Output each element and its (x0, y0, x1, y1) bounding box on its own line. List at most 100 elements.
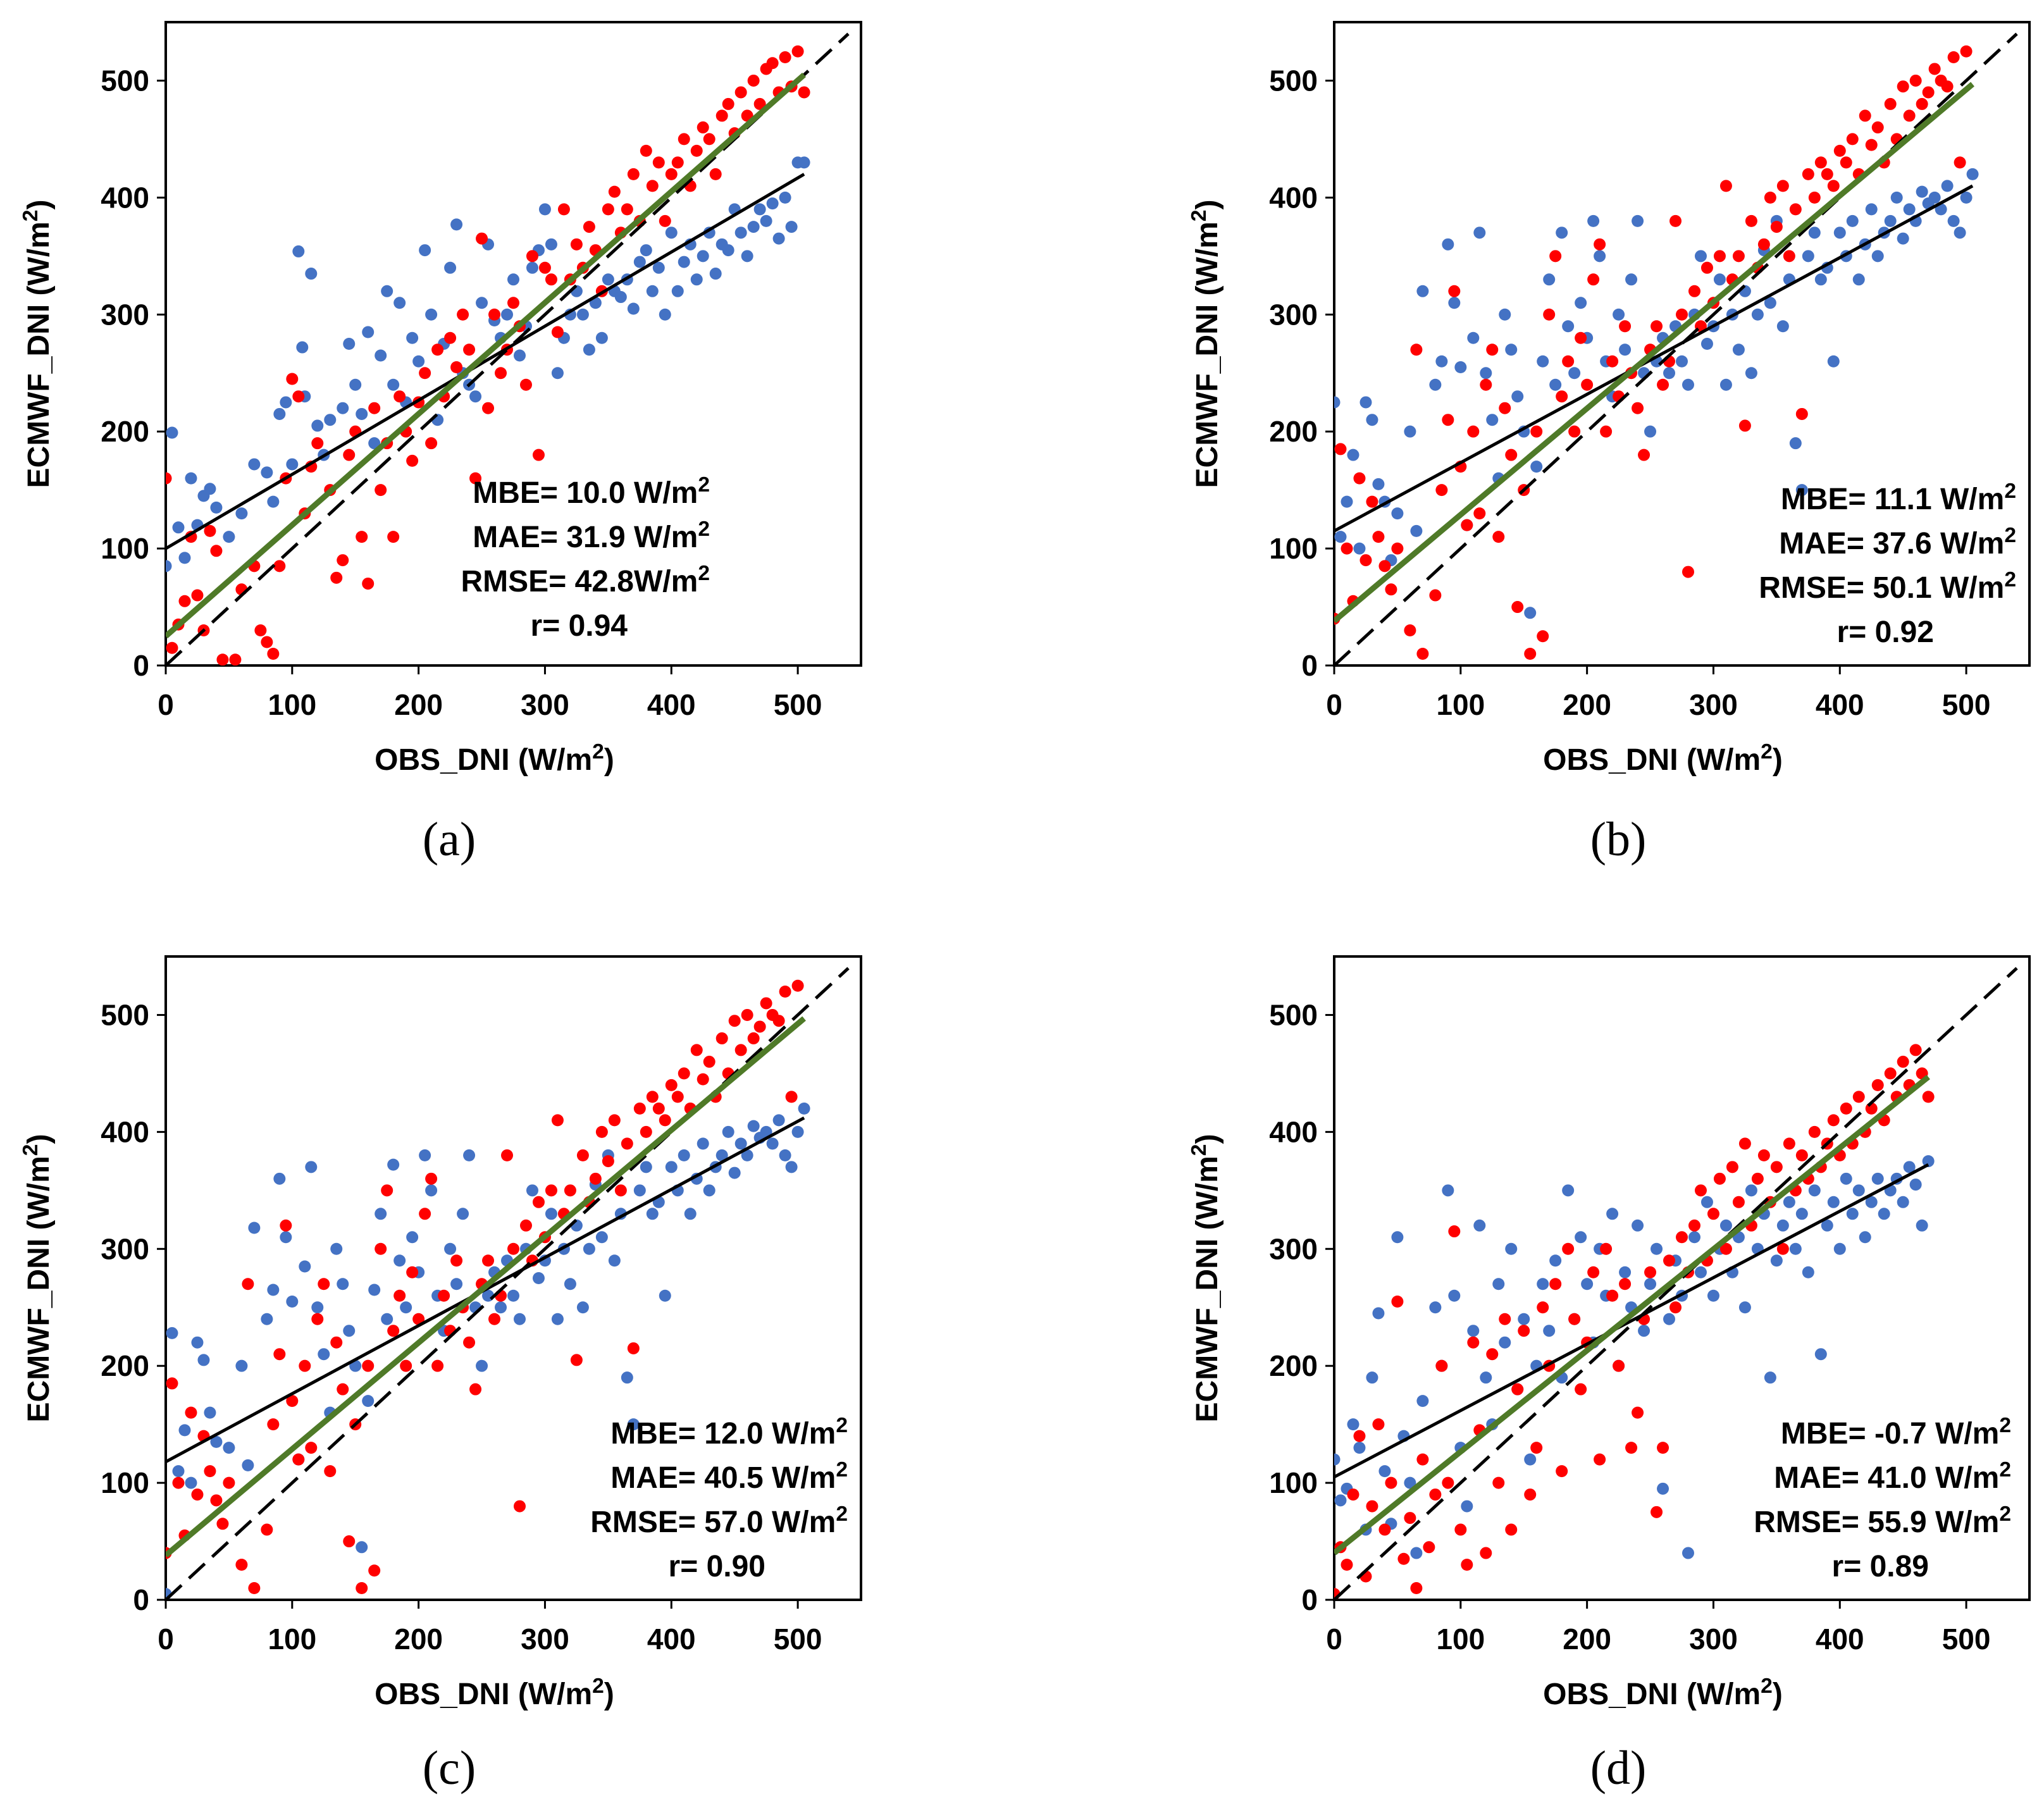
blue-point (1941, 180, 1954, 192)
red-point (1600, 425, 1613, 438)
red-point (747, 74, 760, 87)
plot-area (164, 955, 862, 1601)
red-point (1865, 139, 1878, 151)
blue-point (412, 355, 425, 368)
r-label: r= 0.90 (669, 1550, 765, 1583)
blue-point (1632, 1219, 1644, 1232)
red-point (608, 1114, 621, 1127)
red-point (627, 168, 640, 180)
red-point (166, 1377, 178, 1390)
blue-point (1360, 396, 1372, 409)
y-axis-title: ECMWF_DNI (W/m2) (1187, 200, 1224, 488)
blue-point (400, 1301, 412, 1314)
red-point (652, 1102, 665, 1115)
red-point (1808, 191, 1821, 204)
blue-point (166, 426, 178, 439)
blue-point (1719, 378, 1732, 391)
blue-point (166, 560, 172, 572)
red-point (760, 997, 772, 1010)
red-point (381, 1184, 393, 1197)
red-point (1859, 109, 1871, 122)
blue-point (1404, 425, 1416, 438)
blue-point (779, 1149, 791, 1161)
red-point (1884, 97, 1897, 110)
blue-point (1467, 331, 1480, 344)
red-point (1757, 238, 1770, 251)
y-axis-title: ECMWF_DNI (W/m2) (1187, 1134, 1224, 1423)
blue-point (393, 297, 406, 309)
blue-point (646, 1208, 659, 1220)
red-point (1821, 168, 1833, 180)
blue-point (1341, 495, 1353, 508)
red-point (1638, 449, 1651, 461)
red-point (1852, 1091, 1865, 1103)
red-point (1385, 1476, 1397, 1489)
blue-point (476, 1359, 488, 1372)
red-point (343, 449, 356, 461)
blue-point (1871, 250, 1884, 263)
blue-point (1594, 250, 1606, 263)
red-point (1581, 378, 1594, 391)
y-tick-label: 400 (1269, 1115, 1318, 1148)
red-point (362, 578, 375, 590)
red-point (1688, 1219, 1700, 1232)
blue-point (311, 1301, 324, 1314)
red-point (1467, 425, 1480, 438)
blue-point (608, 1254, 621, 1267)
blue-point (305, 1161, 318, 1173)
red-point (640, 144, 652, 157)
blue-point (368, 1284, 381, 1296)
red-point (734, 1044, 747, 1056)
red-point (1410, 1582, 1423, 1595)
red-point (1676, 1231, 1688, 1244)
mae-label: MAE= 41.0 W/m2 (1774, 1458, 2011, 1495)
red-point (1454, 1523, 1467, 1536)
blue-point (690, 273, 703, 286)
blue-point (621, 1371, 633, 1384)
red-point (1732, 250, 1745, 263)
red-point (469, 472, 482, 485)
blue-point (1537, 355, 1549, 368)
red-point (412, 1313, 425, 1325)
x-tick-label: 500 (1942, 1623, 1991, 1655)
red-point (393, 1289, 406, 1302)
red-point (1928, 63, 1941, 75)
red-point (1537, 630, 1549, 643)
blue-point (419, 244, 431, 257)
blue-point (204, 483, 216, 495)
blue-point (1916, 185, 1928, 198)
blue-point (292, 245, 305, 257)
blue-point (324, 414, 337, 426)
panel-a: 0 100 200 300 400 500 0 100 200 300 400 500 OBS_DNI … (19, 21, 862, 866)
y-tick-label: 300 (101, 298, 149, 331)
blue-point (1480, 367, 1492, 380)
x-tick-label: 100 (268, 1623, 316, 1655)
panel-caption: (a) (423, 813, 476, 866)
red-point (779, 985, 791, 998)
red-point (1669, 1301, 1682, 1314)
blue-point (1613, 308, 1625, 321)
data-layer (166, 32, 850, 665)
blue-point (545, 1208, 557, 1220)
blue-point (1682, 1547, 1694, 1559)
blue-point (425, 308, 438, 321)
panel-caption: (d) (1590, 1742, 1647, 1795)
blue-point (772, 232, 785, 245)
mbe-label: MBE= 10.0 W/m2 (473, 473, 710, 510)
x-tick-label: 300 (1689, 688, 1738, 721)
red-point (286, 373, 299, 385)
red-point (671, 156, 684, 169)
y-tick-label: 300 (1269, 1232, 1318, 1265)
red-point (1404, 624, 1416, 637)
r-label: r= 0.89 (1832, 1550, 1929, 1583)
blue-point (545, 238, 557, 251)
blue-point (1575, 1231, 1587, 1244)
blue-point (1795, 484, 1808, 497)
blue-point (343, 338, 356, 350)
blue-point (1840, 1172, 1852, 1185)
red-point (1492, 1476, 1505, 1489)
y-tick-label: 500 (101, 64, 149, 97)
blue-point (1688, 1231, 1700, 1244)
blue-point (235, 507, 248, 520)
blue-point (1960, 191, 1973, 204)
